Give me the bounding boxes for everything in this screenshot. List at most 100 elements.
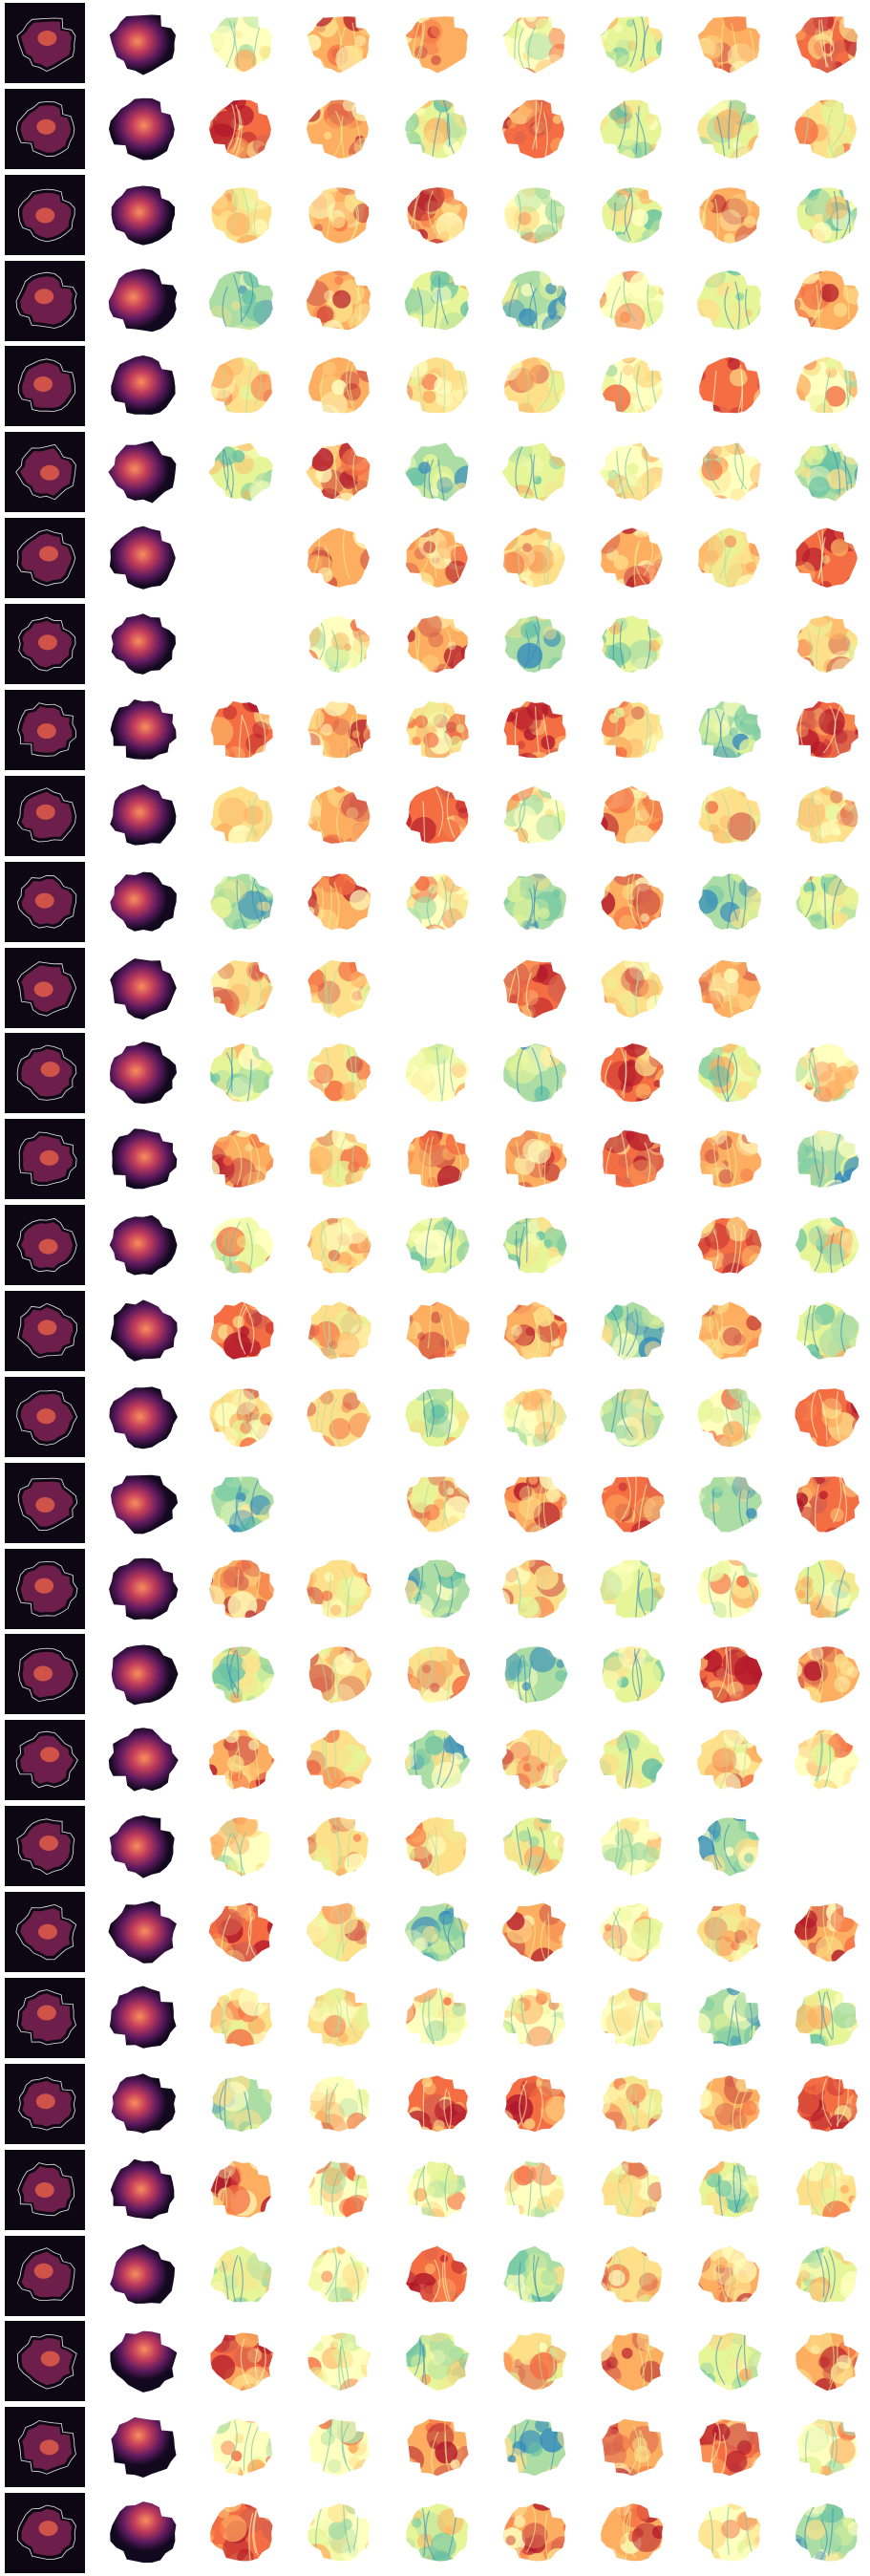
parameter-map [592, 1720, 672, 1800]
parameter-map [592, 1119, 672, 1199]
parameter-map [495, 261, 575, 341]
reference-image: optn-TM2309_intro25 [5, 2063, 85, 2144]
parameter-map [397, 1720, 477, 1800]
parameter-map [690, 948, 770, 1028]
roi-contour [15, 1560, 78, 1617]
masked-image [103, 1634, 183, 1714]
parameter-map [787, 1205, 867, 1285]
masked-image [103, 2493, 183, 2573]
tissue-shape [110, 2158, 175, 2220]
roi-contour [18, 188, 75, 243]
parameter-map [397, 175, 477, 255]
bright-spot [39, 546, 59, 562]
parameter-map [495, 518, 575, 598]
masked-image [103, 1549, 183, 1629]
image-row: optn-TM2309_intro10 [0, 773, 870, 859]
parameter-map [495, 2236, 575, 2316]
parameter-map [787, 1978, 867, 2058]
parameter-map [495, 1205, 575, 1285]
image-row: optn-TM2309_intro19 [0, 1546, 870, 1632]
parameter-map [495, 2064, 575, 2144]
masked-image [103, 1033, 183, 1113]
parameter-map [787, 1892, 867, 1972]
bright-spot [33, 1665, 53, 1682]
parameter-map [202, 1119, 282, 1199]
parameter-map [787, 518, 867, 598]
parameter-map [397, 432, 477, 512]
roi-contour [17, 1477, 78, 1531]
parameter-map [592, 948, 672, 1028]
image-row: optn-TM2309_intro14 [0, 1116, 870, 1202]
parameter-map [690, 1205, 770, 1285]
parameter-map [495, 2321, 575, 2401]
parameter-map [495, 1291, 575, 1371]
reference-image: optn-TM2309_intro2 [5, 88, 85, 169]
reference-image: optn-TM2309_intro29 [5, 2407, 85, 2488]
reference-image: optn-TM2309_intro14 [5, 1119, 85, 1200]
parameter-map [397, 1377, 477, 1457]
parameter-map [787, 2493, 867, 2573]
masked-image [103, 862, 183, 942]
masked-image [103, 948, 183, 1028]
parameter-map [202, 1892, 282, 1972]
parameter-map [299, 2493, 379, 2573]
masked-image [103, 1978, 183, 2058]
parameter-map [397, 1291, 477, 1371]
parameter-map [299, 2407, 379, 2487]
parameter-map [202, 1634, 282, 1714]
tissue-shape [109, 1214, 178, 1276]
image-row: optn-TM2309_intro4 [0, 258, 870, 344]
parameter-map [299, 862, 379, 942]
parameter-map [592, 518, 672, 598]
parameter-map [299, 776, 379, 856]
masked-image [103, 2064, 183, 2144]
roi-contour [16, 2246, 75, 2301]
roi-contour [16, 529, 76, 587]
parameter-map [690, 1634, 770, 1714]
parameter-map [787, 690, 867, 770]
parameter-map [690, 2150, 770, 2230]
roi-contour [15, 271, 77, 329]
parameter-map [202, 261, 282, 341]
parameter-map [495, 2493, 575, 2573]
tissue-shape [110, 784, 177, 846]
parameter-map [397, 3, 477, 83]
masked-image [103, 2150, 183, 2230]
parameter-map [592, 432, 672, 512]
bright-spot [34, 2181, 54, 2198]
reference-image: optn-TM2309_intro18 [5, 1462, 85, 1543]
reference-image: optn-TM2309_intro24 [5, 1977, 85, 2058]
masked-image [103, 1377, 183, 1457]
parameter-map [202, 2064, 282, 2144]
image-row: optn-TM2309_intro11 [0, 859, 870, 945]
parameter-map [299, 1892, 379, 1972]
parameter-map [592, 2321, 672, 2401]
parameter-map [299, 1205, 379, 1285]
roi-contour [15, 444, 76, 501]
roi-contour [15, 100, 75, 157]
parameter-map [202, 1033, 282, 1113]
parameter-map [202, 690, 282, 770]
parameter-map [592, 346, 672, 426]
parameter-map [202, 175, 282, 255]
parameter-map [202, 2236, 282, 2316]
reference-image: optn-TM2309_intro15 [5, 1205, 85, 1286]
roi-contour [17, 2161, 75, 2216]
tissue-shape [110, 2330, 178, 2394]
tissue-shape [111, 2073, 176, 2134]
parameter-map [299, 2150, 379, 2230]
masked-image [103, 2321, 183, 2401]
bright-spot [40, 1062, 60, 1078]
image-row: optn-TM2309_intro1 [0, 0, 870, 86]
parameter-map [787, 1634, 867, 1714]
reference-image: optn-TM2309_intro20 [5, 1634, 85, 1715]
bright-spot [34, 892, 54, 909]
image-row: optn-TM2309_intro6 [0, 429, 870, 515]
roi-contour [16, 960, 77, 1017]
image-row: optn-TM2309_intro15 [0, 1202, 870, 1288]
tissue-shape [110, 957, 177, 1020]
bright-spot [33, 980, 53, 997]
masked-image [103, 1291, 183, 1371]
parameter-map [397, 776, 477, 856]
masked-image [103, 175, 183, 255]
